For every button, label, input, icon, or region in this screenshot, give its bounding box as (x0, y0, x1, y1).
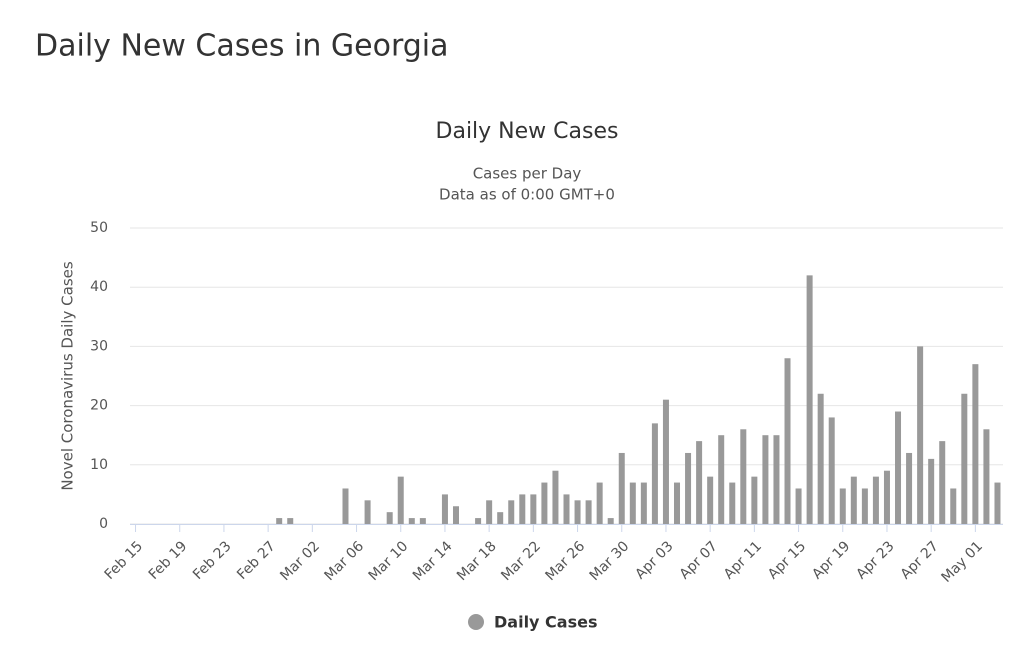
chart-subtitle: Cases per Day (473, 165, 582, 183)
bar (475, 518, 482, 524)
x-tick-label: Mar 22 (498, 538, 544, 584)
bar (397, 476, 404, 524)
x-tick-label: Apr 07 (677, 538, 721, 582)
x-tick-label: Apr 19 (809, 538, 853, 582)
bar (762, 435, 769, 524)
x-tick-label: Mar 14 (410, 538, 456, 584)
x-tick-label: May 01 (938, 538, 986, 586)
x-tick-label: Feb 15 (102, 538, 147, 583)
bar (817, 393, 824, 524)
bar (674, 482, 681, 524)
bar (939, 441, 946, 524)
bar (928, 458, 935, 524)
bar (408, 518, 415, 524)
bar (729, 482, 736, 524)
legend-label: Daily Cases (494, 613, 597, 632)
bar (718, 435, 725, 524)
bar (618, 452, 625, 524)
x-tick-label: Apr 11 (721, 538, 765, 582)
x-tick-label: Feb 23 (190, 538, 235, 583)
bar (795, 488, 802, 524)
bar (574, 500, 581, 524)
x-tick-label: Apr 23 (853, 538, 897, 582)
bar (850, 476, 857, 524)
bar (530, 494, 537, 524)
x-tick-label: Mar 10 (366, 538, 412, 584)
bar (452, 506, 459, 524)
bar (486, 500, 493, 524)
bar (983, 429, 990, 524)
bar (497, 512, 504, 524)
bar (419, 518, 426, 524)
bar (342, 488, 349, 524)
bar (972, 364, 979, 524)
bar (895, 411, 902, 524)
bar (906, 452, 913, 524)
bar (287, 518, 294, 524)
x-tick-label: Mar 18 (454, 538, 500, 584)
chart-title: Daily New Cases (436, 119, 619, 144)
bar (640, 482, 647, 524)
bar (773, 435, 780, 524)
bar (685, 452, 692, 524)
bar (662, 399, 669, 524)
bar (751, 476, 758, 524)
page-title: Daily New Cases in Georgia (35, 29, 449, 64)
y-tick-label: 50 (90, 220, 108, 236)
bar (386, 512, 393, 524)
bar (552, 470, 559, 524)
bar (696, 441, 703, 524)
x-tick-label: Mar 30 (587, 538, 633, 584)
bar (541, 482, 548, 524)
bar (651, 423, 658, 524)
y-tick-label: 40 (90, 279, 108, 295)
bar (364, 500, 371, 524)
x-tick-label: Apr 03 (632, 538, 676, 582)
bar (441, 494, 448, 524)
chart-subtitle: Data as of 0:00 GMT+0 (439, 186, 615, 204)
bar (994, 482, 1001, 524)
x-tick-label: Mar 06 (321, 538, 367, 584)
x-tick-label: Mar 02 (277, 538, 323, 584)
y-tick-label: 20 (90, 398, 108, 414)
bar (872, 476, 879, 524)
bar (607, 518, 614, 524)
bar (917, 346, 924, 524)
x-tick-label: Apr 15 (765, 538, 809, 582)
bar (883, 470, 890, 524)
legend-marker (468, 614, 484, 630)
bar (740, 429, 747, 524)
bar (839, 488, 846, 524)
bar (596, 482, 603, 524)
x-tick-label: Feb 27 (234, 538, 279, 583)
bar (585, 500, 592, 524)
x-tick-label: Feb 19 (146, 538, 191, 583)
y-tick-label: 0 (99, 516, 108, 532)
x-tick-label: Apr 27 (898, 538, 942, 582)
bar (707, 476, 714, 524)
y-tick-label: 10 (90, 457, 108, 473)
bar (861, 488, 868, 524)
y-tick-label: 30 (90, 338, 108, 354)
bar (629, 482, 636, 524)
x-tick-label: Mar 26 (542, 538, 588, 584)
bar (828, 417, 835, 524)
bar (950, 488, 957, 524)
y-axis-label: Novel Coronavirus Daily Cases (59, 261, 77, 491)
bar (508, 500, 515, 524)
bar (806, 275, 813, 524)
bar (276, 518, 283, 524)
bar (519, 494, 526, 524)
bar (961, 393, 968, 524)
bar (784, 358, 791, 524)
bar (563, 494, 570, 524)
